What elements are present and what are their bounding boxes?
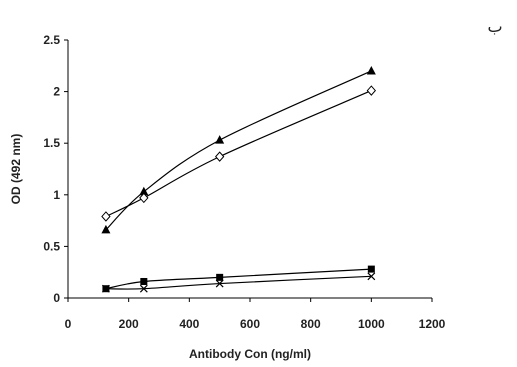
series-layer (101, 65, 377, 293)
data-point-series-4 (367, 272, 376, 281)
x-tick-label: 200 (119, 317, 139, 331)
data-point-series-1 (366, 65, 376, 75)
y-tick-label: 1.5 (43, 136, 60, 150)
series-line-1 (105, 70, 372, 231)
x-tick-label: 1200 (419, 317, 446, 331)
x-tick-label: 1000 (358, 317, 385, 331)
data-point-series-1 (215, 135, 225, 144)
x-tick-label: 0 (65, 317, 72, 331)
data-point-series-4 (215, 279, 224, 288)
x-axis-title: Antibody Con (ng/ml) (189, 347, 311, 361)
x-tick-label: 600 (240, 317, 260, 331)
data-point-series-2 (366, 85, 377, 96)
data-point-series-2 (101, 211, 111, 222)
series-line-4 (105, 275, 372, 290)
panel-label: ب (487, 17, 502, 36)
x-ticks: 0 200 400 600 800 1000 1200 (65, 298, 446, 331)
data-point-series-3 (367, 265, 375, 273)
data-point-series-2 (139, 192, 149, 204)
series-line-2 (105, 90, 372, 218)
y-ticks: 0 0.5 1 1.5 2 2.5 (43, 33, 68, 305)
data-point-series-3 (140, 277, 148, 285)
y-axis-title: OD (492 nm) (9, 134, 23, 205)
data-point-series-1 (101, 224, 111, 234)
y-tick-label: 0.5 (43, 239, 60, 253)
series-line-3 (105, 268, 372, 290)
y-tick-label: 1 (53, 188, 60, 202)
data-point-series-1 (139, 186, 149, 196)
axes (67, 40, 432, 299)
data-point-series-4 (101, 284, 110, 293)
data-point-series-3 (216, 273, 224, 281)
y-tick-label: 2.5 (43, 33, 60, 47)
x-tick-label: 400 (179, 317, 199, 331)
data-point-series-2 (214, 151, 225, 162)
x-tick-label: 800 (301, 317, 321, 331)
data-point-series-4 (139, 284, 148, 293)
y-tick-label: 0 (53, 291, 60, 305)
y-tick-label: 2 (53, 85, 60, 99)
